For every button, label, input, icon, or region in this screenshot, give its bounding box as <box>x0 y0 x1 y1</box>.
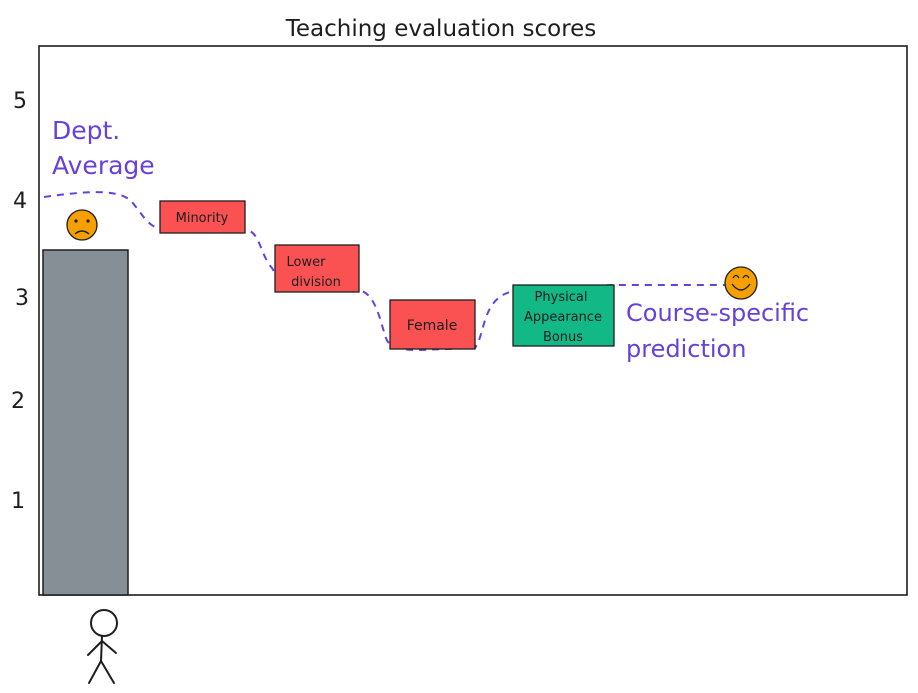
adjustment-minority: Minority <box>159 200 246 234</box>
stick-figure-icon <box>87 609 118 684</box>
adjustment-label: division <box>291 275 341 290</box>
course-prediction-label-line2: prediction <box>626 335 746 363</box>
plot-frame <box>38 45 908 596</box>
adjustment-label: Lower <box>287 255 327 270</box>
adjustment-label: Minority <box>176 211 229 226</box>
y-tick-label: 3 <box>15 286 29 311</box>
sad-face-icon <box>66 209 98 241</box>
adjustment-label: Physical <box>535 290 588 305</box>
dept-average-label-line2: Average <box>52 151 155 180</box>
score-path-dashed <box>43 191 725 352</box>
y-tick-label: 4 <box>13 189 27 214</box>
dept-average-label-line1: Dept. <box>52 116 120 145</box>
course-prediction-label-line1: Course-specific <box>626 299 809 327</box>
y-axis-ticks: 1 2 3 4 5 <box>11 89 29 514</box>
diagram-title: Teaching evaluation scores <box>285 16 597 42</box>
department-average-bar <box>42 249 129 596</box>
adjustment-physical-appearance-bonus: Physical Appearance Bonus <box>512 284 615 347</box>
y-tick-label: 2 <box>11 389 25 414</box>
adjustment-label: Bonus <box>543 330 583 345</box>
y-tick-label: 5 <box>13 89 27 114</box>
happy-face-icon <box>724 266 758 300</box>
y-tick-label: 1 <box>11 489 25 514</box>
adjustment-label: Appearance <box>524 310 602 325</box>
adjustment-label: Female <box>407 318 458 334</box>
adjustment-lower-division: Lower division <box>274 244 360 293</box>
adjustment-female: Female <box>389 299 476 350</box>
